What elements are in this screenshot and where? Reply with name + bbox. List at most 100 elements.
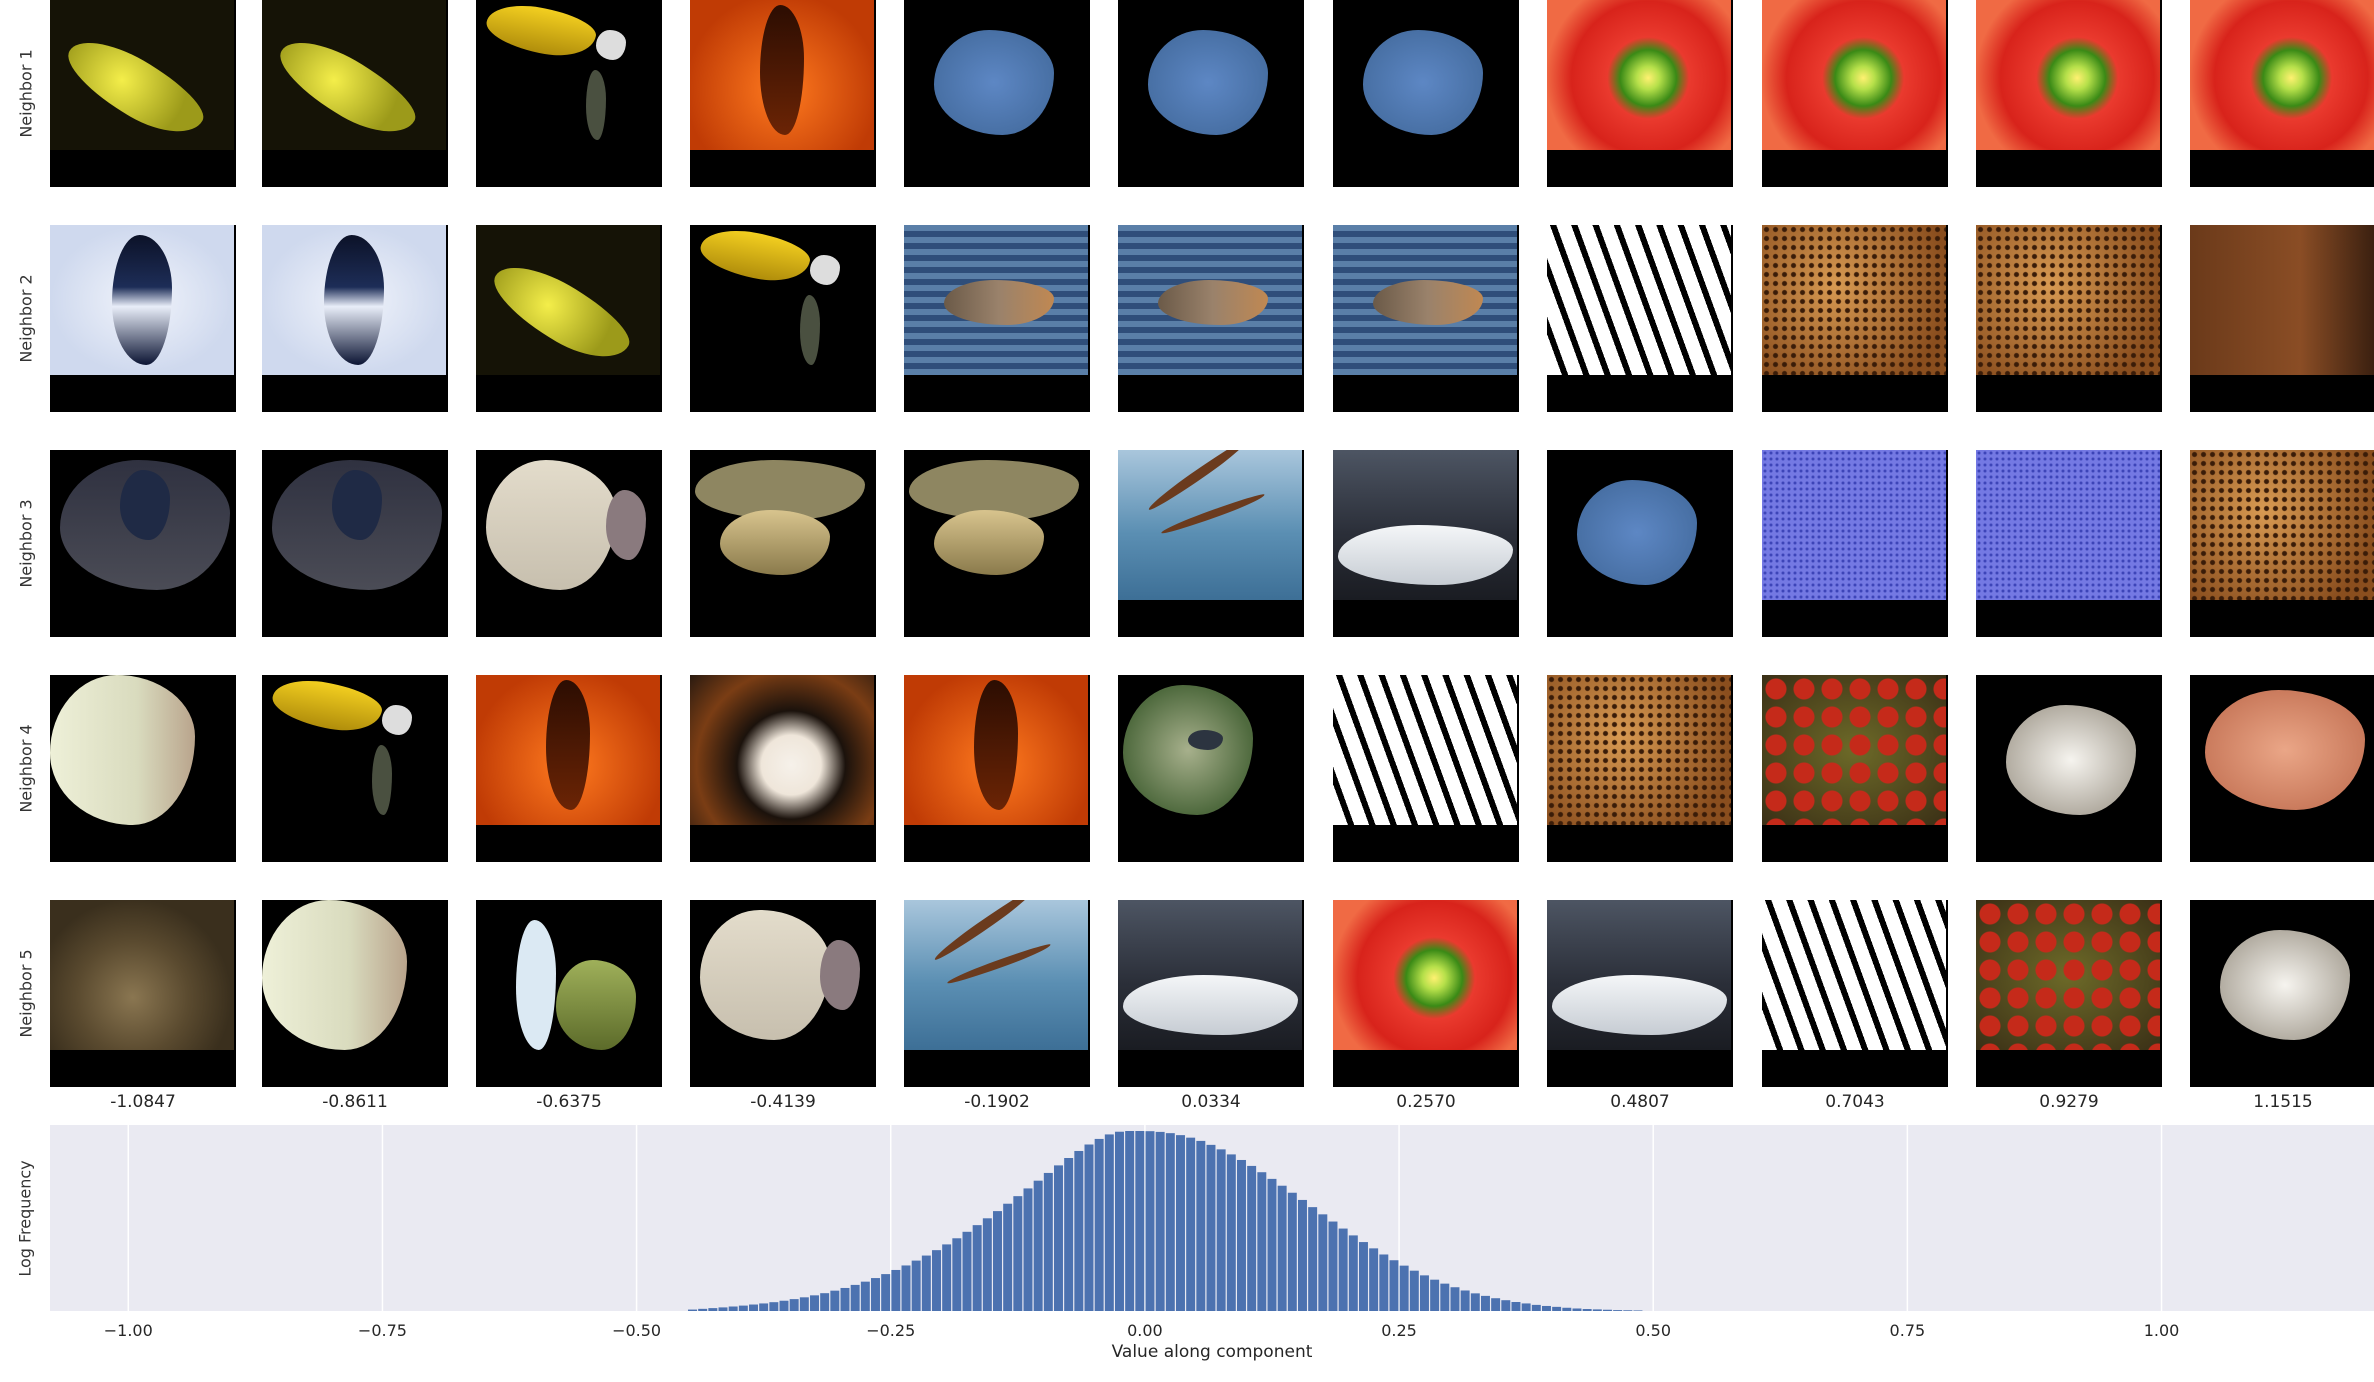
neighbor-image-tan-rock: [904, 450, 1090, 637]
neighbor-image-white-fur: [1976, 675, 2162, 862]
neighbor-image-leopard-texture: [1762, 225, 1948, 412]
neighbor-image-branch-water: [904, 900, 1090, 1087]
histogram-bar: [942, 1244, 952, 1311]
neighbor-image-orange-tower: [476, 675, 662, 862]
x-tick-label: 1.00: [2143, 1321, 2180, 1340]
histogram-bar: [1206, 1144, 1216, 1311]
histogram-bar: [820, 1293, 830, 1311]
histogram-bar: [779, 1300, 789, 1311]
column-value-label: -0.4139: [750, 1092, 816, 1112]
neighbor-image-fruit-bowl: [1976, 900, 2162, 1087]
neighbor-image-blue-blob: [1547, 450, 1733, 637]
column-value-label: 0.0334: [1181, 1092, 1241, 1112]
row-label-neighbor-3: Neighbor 3: [6, 450, 46, 637]
neighbor-image-blue-blob: [904, 0, 1090, 187]
histogram-bar: [871, 1278, 880, 1311]
neighbor-image-red-flower: [1976, 0, 2162, 187]
row-label-text: Neighbor 4: [16, 724, 36, 813]
column-value-label: -0.1902: [964, 1092, 1030, 1112]
neighbor-image-fruit-bowl: [1762, 675, 1948, 862]
neighbor-image-purple-texture: [1976, 450, 2162, 637]
histogram-bar: [1491, 1298, 1501, 1311]
neighbor-image-duck-water: [1118, 225, 1304, 412]
histogram-bar: [1338, 1228, 1348, 1311]
histogram-bar: [1633, 1310, 1643, 1311]
histogram-bar: [1511, 1302, 1521, 1311]
histogram-bar: [1318, 1214, 1328, 1311]
column-value-label: 0.2570: [1396, 1092, 1456, 1112]
histogram-bar: [1501, 1300, 1511, 1311]
histogram-bar: [759, 1303, 769, 1311]
histogram-bar: [1541, 1305, 1551, 1311]
histogram-bar: [830, 1290, 840, 1311]
histogram-bar: [1379, 1254, 1389, 1311]
histogram-bar: [1216, 1149, 1226, 1311]
x-tick-label: 0.00: [1127, 1321, 1163, 1340]
histogram-bar: [1094, 1138, 1104, 1311]
row-label-neighbor-2: Neighbor 2: [6, 225, 46, 412]
neighbor-image-blue-blob: [1118, 0, 1304, 187]
histogram-y-axis-label-text: Log Frequency: [15, 1159, 35, 1277]
neighbor-image-green-bird: [1118, 675, 1304, 862]
histogram-bar: [1389, 1260, 1399, 1311]
histogram-bar: [1348, 1235, 1358, 1311]
histogram-bar: [769, 1302, 779, 1311]
histogram-bar: [901, 1265, 911, 1311]
histogram-bar: [860, 1281, 870, 1311]
x-tick-label: −1.00: [103, 1321, 153, 1340]
histogram-bar: [1084, 1144, 1094, 1311]
histogram-bar: [1409, 1270, 1419, 1311]
neighbor-image-white-blob: [476, 450, 662, 637]
histogram-bar: [1440, 1283, 1450, 1311]
row-label-text: Neighbor 3: [16, 499, 36, 588]
histogram-bar: [1186, 1137, 1196, 1311]
row-label-neighbor-1: Neighbor 1: [6, 0, 46, 187]
histogram-bar: [789, 1299, 799, 1311]
neighbor-image-yellow-streak: [262, 0, 448, 187]
neighbor-image-white-car: [1333, 450, 1519, 637]
histogram-bar: [1257, 1172, 1267, 1311]
histogram-bar: [1287, 1192, 1297, 1311]
row-label-text: Neighbor 2: [16, 274, 36, 363]
histogram-bar: [1165, 1133, 1175, 1311]
histogram-bar: [1023, 1188, 1033, 1311]
neighbor-image-duck-water: [904, 225, 1090, 412]
x-tick-label: −0.75: [357, 1321, 407, 1340]
histogram-bar: [1247, 1165, 1257, 1311]
neighbor-image-cream-room: [262, 900, 448, 1087]
histogram-bar: [1054, 1165, 1063, 1311]
histogram-bar: [1013, 1196, 1023, 1311]
histogram-bar: [749, 1304, 758, 1311]
neighbor-image-purple-texture: [1762, 450, 1948, 637]
x-tick-label: −0.50: [612, 1321, 662, 1340]
histogram-bar: [952, 1238, 962, 1311]
histogram-bar: [1572, 1308, 1582, 1311]
column-value-label: 1.1515: [2253, 1092, 2313, 1112]
neighbor-image-leopard-texture: [2190, 450, 2374, 637]
histogram-bar: [993, 1211, 1002, 1311]
histogram-bar: [1176, 1135, 1185, 1311]
histogram-bar: [1155, 1131, 1165, 1311]
column-value-label: -0.6375: [536, 1092, 602, 1112]
histogram-bar: [891, 1269, 901, 1311]
histogram-bar: [810, 1295, 819, 1311]
histogram-bar: [1308, 1207, 1318, 1311]
histogram-bar: [1430, 1279, 1440, 1311]
histogram-bar: [1003, 1203, 1013, 1311]
neighbor-image-leopard-texture: [1547, 675, 1733, 862]
neighbor-image-yellow-streak: [476, 225, 662, 412]
histogram-bar: [1460, 1290, 1470, 1311]
histogram-bar: [1277, 1185, 1287, 1311]
row-label-text: Neighbor 5: [16, 949, 36, 1038]
histogram-bar: [1602, 1309, 1612, 1311]
neighbor-image-dark-room: [262, 450, 448, 637]
neighbor-image-hourglass: [262, 225, 448, 412]
neighbor-image-leopard-texture: [1976, 225, 2162, 412]
neighbor-image-rust-brown: [2190, 225, 2374, 412]
histogram-bar: [738, 1305, 748, 1311]
histogram-bar: [1145, 1131, 1155, 1311]
x-tick-label: 0.50: [1635, 1321, 1672, 1340]
histogram-bar: [708, 1308, 718, 1311]
histogram-bar: [1328, 1221, 1338, 1311]
histogram-bar: [1399, 1265, 1409, 1311]
